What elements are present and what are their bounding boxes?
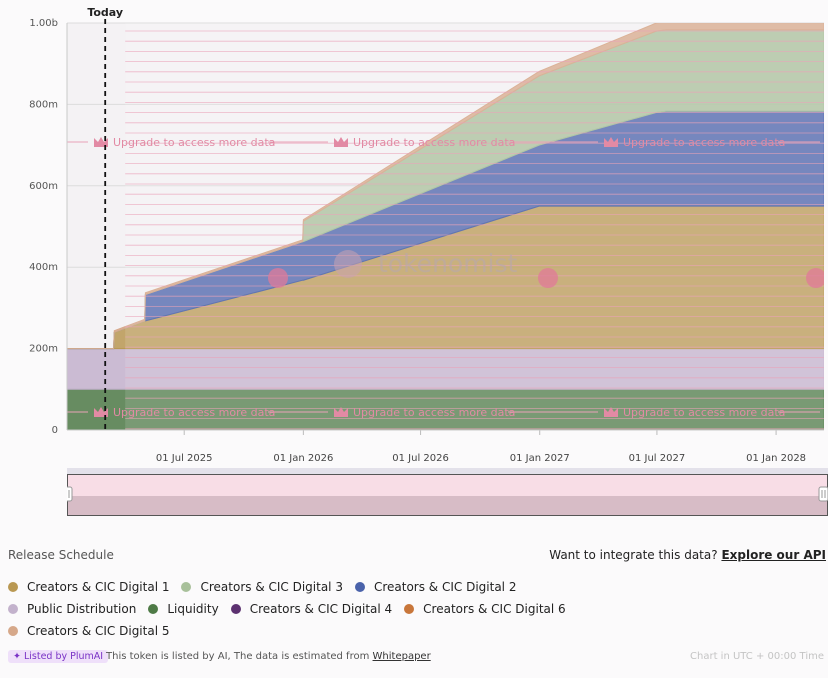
x-tick-label: 01 Jan 2027 xyxy=(510,453,570,464)
tokenomist-logo-icon xyxy=(538,268,558,288)
legend-item[interactable]: Public Distribution xyxy=(8,602,136,616)
legend-dot xyxy=(148,604,159,614)
crown-icon xyxy=(604,137,618,147)
sparkle-icon: ✦ xyxy=(13,651,24,662)
legend-row: Public Distribution Liquidity Creators &… xyxy=(8,598,608,620)
legend-dot xyxy=(404,604,415,614)
legend-label: Public Distribution xyxy=(27,602,137,616)
tokenomist-logo-icon xyxy=(334,250,362,278)
legend-label: Liquidity xyxy=(167,602,219,616)
integrate-prompt: Want to integrate this data? Explore our… xyxy=(549,548,826,562)
timezone-note: Chart in UTC + 00:00 Time xyxy=(690,651,824,662)
whitepaper-link[interactable]: Whitepaper xyxy=(372,651,431,662)
legend-label: Creators & CIC Digital 1 xyxy=(27,580,170,594)
legend-dot xyxy=(230,604,241,614)
legend-dot xyxy=(8,582,18,592)
upgrade-banner-text: Upgrade to access more data xyxy=(623,136,785,149)
locked-hatch-lines: Upgrade to access more data Upgrade to ac… xyxy=(67,30,824,430)
ai-disclaimer: This token is listed by AI, The data is … xyxy=(106,651,431,662)
x-tick-label: 01 Jul 2027 xyxy=(629,453,686,464)
legend-dot xyxy=(181,582,192,592)
legend-row: Creators & CIC Digital 5 xyxy=(8,620,608,642)
upgrade-banner-text: Upgrade to access more data xyxy=(623,406,785,419)
navigator-left-handle[interactable] xyxy=(67,486,73,502)
navigator-track xyxy=(67,468,828,474)
locked-region-overlay xyxy=(125,23,824,430)
crown-icon xyxy=(334,407,348,417)
legend-label: Creators & CIC Digital 2 xyxy=(373,580,517,594)
legend-dot xyxy=(354,582,365,592)
legend-item[interactable]: Liquidity xyxy=(148,602,219,616)
integrate-text: Want to integrate this data? xyxy=(549,548,718,562)
legend-item[interactable]: Creators & CIC Digital 5 xyxy=(8,624,169,638)
crown-icon xyxy=(94,137,108,147)
explore-api-link[interactable]: Explore our API xyxy=(721,548,826,562)
tokenomist-watermark: tokenomist xyxy=(378,249,518,278)
y-tick-label: 200m xyxy=(29,344,58,355)
upgrade-banner-text: Upgrade to access more data xyxy=(353,136,515,149)
legend-label: Creators & CIC Digital 3 xyxy=(200,580,343,594)
y-tick-label: 1.00b xyxy=(29,18,58,29)
y-tick-label: 600m xyxy=(29,181,58,192)
crown-icon xyxy=(94,407,108,417)
legend-label: Creators & CIC Digital 6 xyxy=(423,602,566,616)
legend-label: Creators & CIC Digital 4 xyxy=(249,602,393,616)
badge-label: Listed by PlumAI xyxy=(23,651,104,662)
range-navigator[interactable] xyxy=(67,468,828,518)
y-tick-label: 800m xyxy=(29,99,58,110)
crown-icon xyxy=(334,137,348,147)
navigator-right-handle[interactable] xyxy=(818,486,828,502)
area-series-group xyxy=(67,23,824,430)
upgrade-banner-text: Upgrade to access more data xyxy=(353,406,515,419)
navigator-lower-band xyxy=(67,496,828,516)
release-schedule-title: Release Schedule xyxy=(8,548,114,562)
tokenomist-logo-icon xyxy=(806,268,824,288)
legend-label: Creators & CIC Digital 5 xyxy=(27,624,170,638)
today-label: Today xyxy=(87,6,123,19)
legend-item[interactable]: Creators & CIC Digital 2 xyxy=(354,580,517,594)
x-tick-label: 01 Jan 2028 xyxy=(746,453,806,464)
legend-item[interactable]: Creators & CIC Digital 6 xyxy=(404,602,566,616)
y-tick-label: 0 xyxy=(52,425,58,436)
legend-item[interactable]: Creators & CIC Digital 1 xyxy=(8,580,169,594)
legend-item[interactable]: Creators & CIC Digital 4 xyxy=(230,602,393,616)
legend-dot xyxy=(8,604,18,614)
y-tick-label: 400m xyxy=(29,262,58,273)
x-tick-label: 01 Jul 2026 xyxy=(392,453,449,464)
listed-by-ai-badge[interactable]: ✦ Listed by PlumAI xyxy=(8,650,109,663)
legend-item[interactable]: Creators & CIC Digital 3 xyxy=(181,580,343,594)
upgrade-banner-text: Upgrade to access more data xyxy=(113,406,275,419)
crown-icon xyxy=(604,407,618,417)
legend-dot xyxy=(8,626,18,636)
disclaimer-text: This token is listed by AI, The data is … xyxy=(106,651,370,662)
x-tick-label: 01 Jul 2025 xyxy=(156,453,213,464)
navigator-upper-band xyxy=(67,474,828,496)
area-series xyxy=(67,23,824,350)
release-schedule-chart: Upgrade to access more data Upgrade to ac… xyxy=(29,6,824,464)
x-tick-label: 01 Jan 2026 xyxy=(273,453,333,464)
tokenomist-logo-icon xyxy=(268,268,288,288)
chart-svg: Upgrade to access more data Upgrade to ac… xyxy=(29,6,824,464)
upgrade-banner-text: Upgrade to access more data xyxy=(113,136,275,149)
chart-legend: Creators & CIC Digital 1 Creators & CIC … xyxy=(8,576,608,642)
legend-row: Creators & CIC Digital 1 Creators & CIC … xyxy=(8,576,608,598)
